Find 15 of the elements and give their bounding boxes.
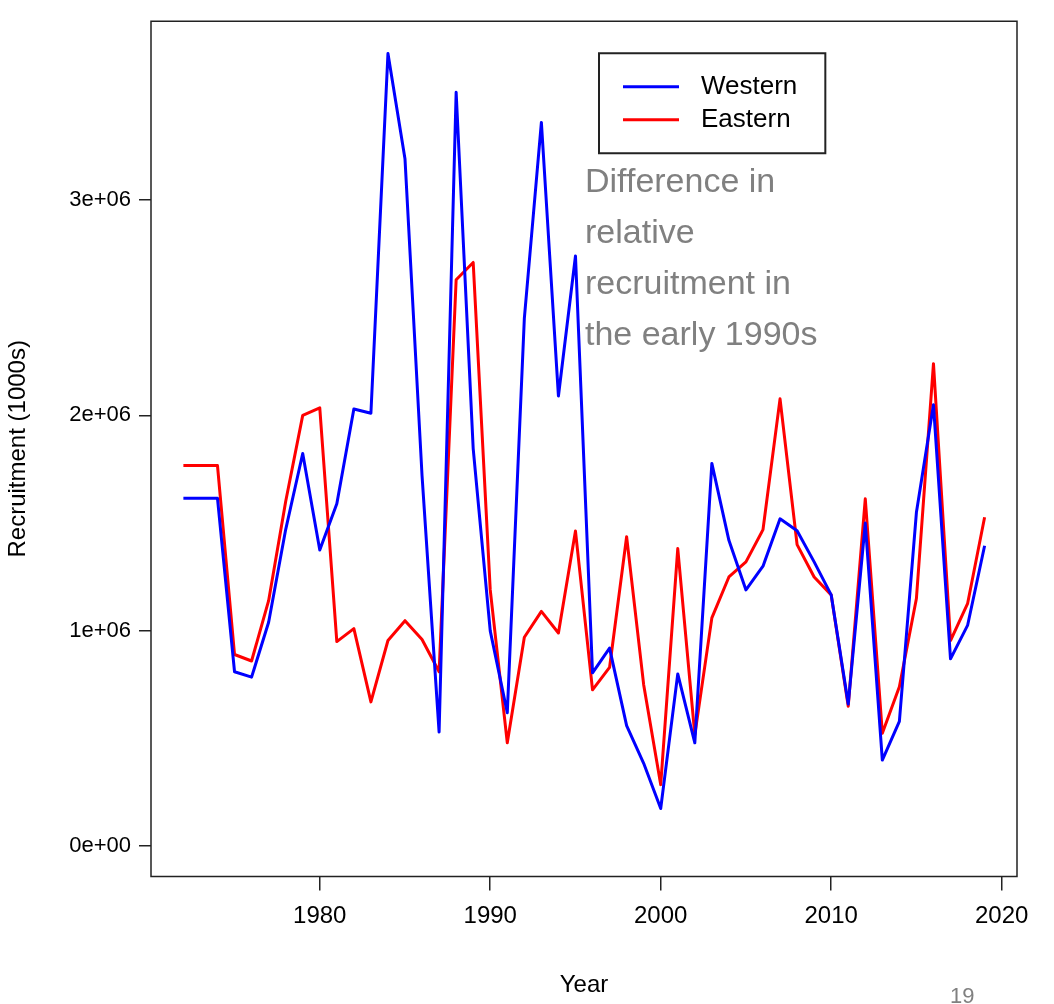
x-tick-label: 2020	[974, 901, 1029, 929]
x-tick-label: 1990	[463, 901, 517, 929]
annotation: Difference in relative recruitment in the early 1990s	[585, 161, 818, 353]
y-axis-title: Recruitment (1000s)	[3, 340, 31, 558]
text: 19	[950, 983, 975, 1004]
y-tick-label: 2e+06	[69, 401, 131, 427]
x-axis-title: Year	[559, 970, 609, 998]
legend-label: Eastern	[701, 102, 791, 133]
y-tick-label: 0e+00	[69, 832, 131, 858]
x-tick-label: 2000	[634, 901, 688, 929]
y-tick-label: 3e+06	[69, 186, 131, 212]
legend-label: Western	[701, 69, 798, 100]
y-tick-label: 1e+06	[69, 616, 131, 642]
x-tick-label: 2010	[804, 901, 858, 929]
x-tick-label: 1980	[293, 901, 347, 929]
